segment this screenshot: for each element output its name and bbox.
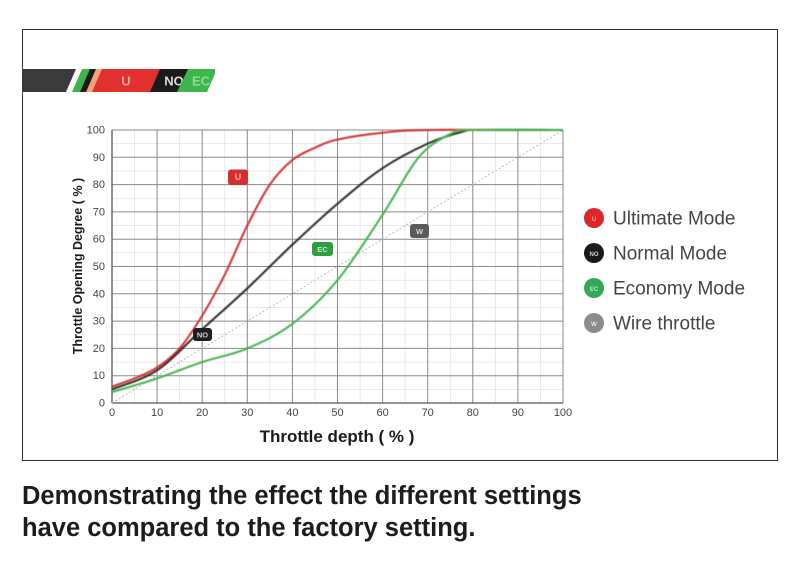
svg-text:30: 30 bbox=[241, 407, 253, 419]
svg-text:NO: NO bbox=[197, 331, 208, 340]
svg-text:90: 90 bbox=[512, 407, 524, 419]
svg-text:0: 0 bbox=[99, 398, 105, 410]
svg-text:EC: EC bbox=[317, 245, 328, 254]
svg-text:70: 70 bbox=[422, 407, 434, 419]
svg-text:40: 40 bbox=[93, 288, 105, 300]
svg-text:100: 100 bbox=[554, 407, 572, 419]
svg-text:10: 10 bbox=[151, 407, 163, 419]
svg-text:50: 50 bbox=[93, 261, 105, 273]
svg-text:40: 40 bbox=[286, 407, 298, 419]
svg-text:Economy Mode: Economy Mode bbox=[613, 279, 745, 300]
svg-text:Throttle Opening Degree ( % ): Throttle Opening Degree ( % ) bbox=[71, 178, 85, 354]
svg-text:W: W bbox=[591, 322, 597, 328]
svg-text:EC: EC bbox=[590, 287, 599, 293]
svg-text:U: U bbox=[235, 172, 242, 182]
svg-text:80: 80 bbox=[93, 179, 105, 191]
svg-text:50: 50 bbox=[331, 407, 343, 419]
svg-text:0: 0 bbox=[109, 407, 115, 419]
svg-text:30: 30 bbox=[93, 316, 105, 328]
svg-text:20: 20 bbox=[93, 343, 105, 355]
svg-text:Throttle depth ( % ): Throttle depth ( % ) bbox=[260, 427, 415, 446]
svg-text:20: 20 bbox=[196, 407, 208, 419]
svg-text:90: 90 bbox=[93, 152, 105, 164]
svg-text:NO: NO bbox=[590, 252, 599, 258]
svg-text:Normal Mode: Normal Mode bbox=[613, 244, 727, 265]
svg-text:U: U bbox=[592, 217, 596, 223]
svg-text:60: 60 bbox=[93, 234, 105, 246]
svg-text:80: 80 bbox=[467, 407, 479, 419]
svg-text:W: W bbox=[416, 227, 424, 236]
svg-text:60: 60 bbox=[376, 407, 388, 419]
svg-text:100: 100 bbox=[87, 125, 105, 137]
svg-text:Wire throttle: Wire throttle bbox=[613, 314, 715, 335]
svg-text:70: 70 bbox=[93, 206, 105, 218]
svg-text:10: 10 bbox=[93, 370, 105, 382]
svg-text:Ultimate Mode: Ultimate Mode bbox=[613, 209, 736, 230]
